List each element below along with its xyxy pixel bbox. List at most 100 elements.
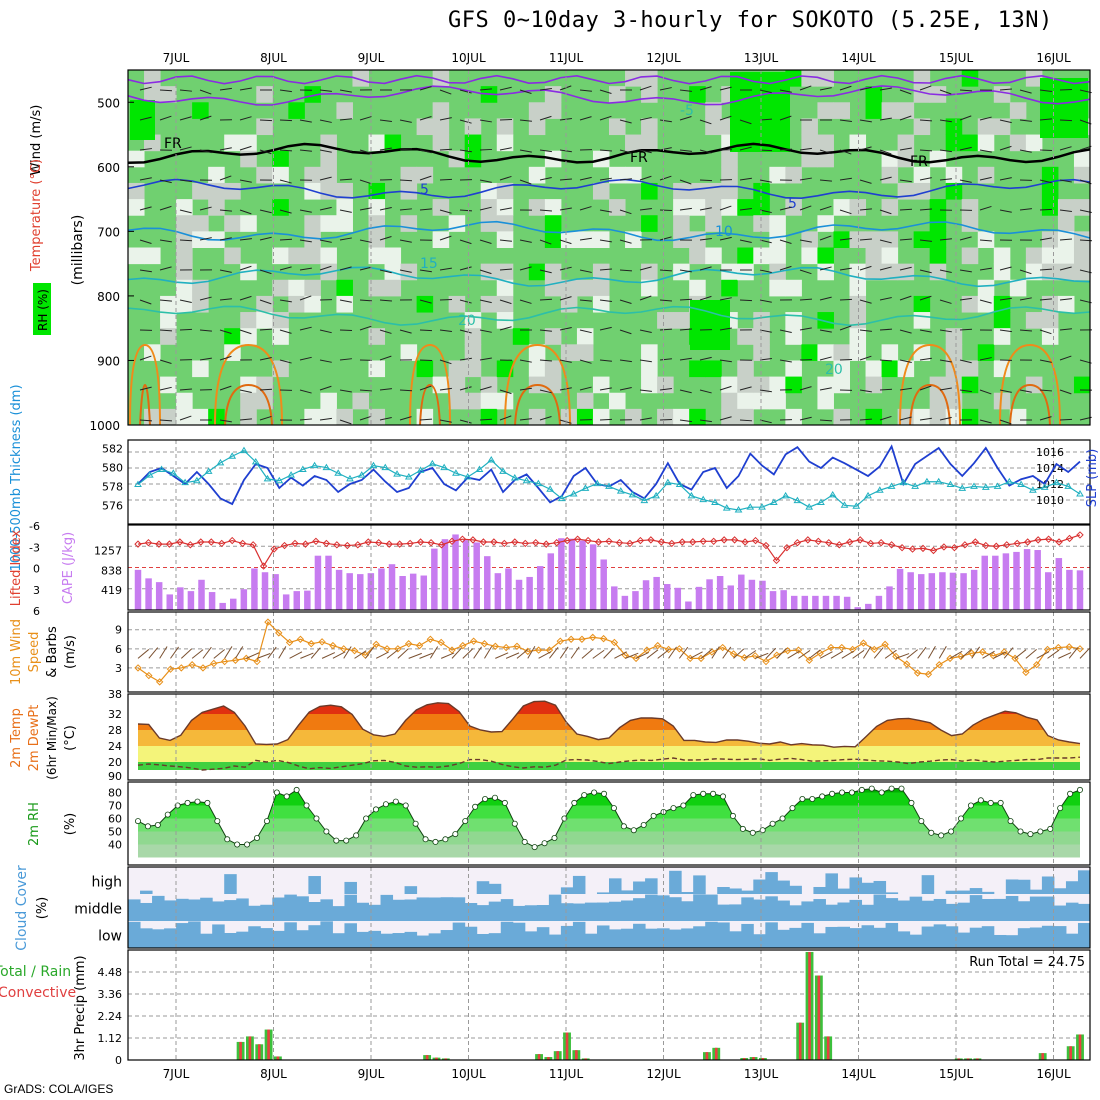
rh-cell: [304, 247, 321, 265]
wind-barb: [379, 236, 392, 241]
precip-tick: 4.48: [98, 966, 123, 979]
cloud-cell: [152, 895, 165, 921]
wind-barb: [919, 119, 933, 122]
lifted-index-marker: [176, 538, 184, 546]
rh-cell: [881, 166, 899, 184]
rh-cell: [592, 295, 610, 313]
wind10-barb: [527, 646, 536, 659]
wind10-marker: [372, 640, 380, 649]
cape-bar: [272, 574, 279, 610]
rh-cell: [641, 134, 658, 152]
wind-barb: [859, 146, 872, 151]
cape-bar: [568, 538, 576, 610]
wind-barb: [499, 118, 513, 121]
cloud-cell: [969, 888, 983, 894]
rh-cell: [881, 102, 899, 119]
rh-cell: [560, 344, 578, 361]
rh-cell: [240, 392, 257, 410]
wind-barb: [419, 175, 432, 181]
cloud-cell: [657, 895, 670, 921]
wind-barb: [459, 357, 472, 361]
rh-cell: [256, 312, 273, 329]
wind-barb: [439, 89, 452, 95]
rh-cell: [977, 118, 995, 136]
wind-barb: [299, 119, 312, 123]
wind-barb: [639, 116, 652, 121]
cape-bar: [431, 548, 438, 610]
rh-cell: [769, 231, 786, 248]
wind-barb: [619, 386, 632, 391]
rh-cell: [817, 392, 834, 410]
rh-cell: [673, 182, 690, 200]
wind-barb: [759, 118, 773, 121]
rh-cell: [801, 247, 818, 265]
wind-barb: [399, 329, 412, 334]
rh-cell: [1073, 199, 1091, 216]
rh-band: [138, 831, 1080, 845]
wind-barb: [459, 209, 473, 212]
cape-bar: [833, 595, 840, 610]
rh-cell: [865, 102, 883, 119]
wind-barb: [599, 359, 612, 362]
lifted-index-marker: [186, 541, 195, 549]
wind10-marker: [188, 661, 196, 669]
wind-barb: [779, 115, 792, 121]
lifted-index-marker: [354, 541, 362, 549]
lifted-index-marker: [291, 539, 299, 548]
cloud-cell: [765, 872, 778, 894]
cape-bar: [1055, 558, 1063, 610]
thickness-marker: [640, 496, 649, 504]
thickness-marker: [240, 446, 248, 454]
rh-cell: [1057, 263, 1075, 281]
grid-lines: [175, 950, 1054, 1060]
rh-cell: [368, 328, 386, 345]
wind-barb: [339, 419, 352, 425]
rh-cell: [689, 408, 706, 426]
rh-tick: 50: [108, 826, 122, 839]
lifted-index-marker: [584, 536, 592, 545]
rh-marker: [323, 828, 330, 835]
rh-cell: [817, 70, 834, 87]
wind-barb: [199, 115, 212, 121]
rh-cell: [544, 263, 562, 281]
wind-barb: [139, 419, 153, 422]
thickness-marker: [357, 471, 366, 478]
wind-barb: [1059, 209, 1072, 213]
wind-barb: [599, 89, 612, 95]
wind-barb: [439, 178, 453, 181]
rh-cell: [544, 199, 562, 216]
date-label-bottom: 11JUL: [549, 1067, 584, 1081]
thickness-marker: [793, 496, 802, 504]
wind-barb: [399, 389, 413, 392]
wind-barb: [459, 239, 472, 245]
rh-cell: [737, 328, 754, 345]
rh-cell: [240, 408, 257, 426]
cloud-cell: [344, 881, 357, 894]
wind-barb: [179, 179, 192, 183]
wind-barb: [579, 359, 592, 364]
wind-barb: [179, 299, 192, 303]
rh-cell: [496, 263, 514, 281]
rh-cell: [160, 376, 177, 394]
wind-barb: [959, 389, 972, 393]
wind-barb: [739, 208, 752, 211]
wind-barb: [479, 418, 493, 421]
wind10-barb: [971, 646, 981, 659]
rh-marker: [382, 801, 389, 808]
cloud-cell: [969, 895, 983, 921]
rh-cell: [352, 392, 369, 410]
wind-barb: [779, 206, 792, 211]
cloud-cell: [849, 899, 863, 921]
rh-marker: [511, 820, 518, 827]
rh-cell: [272, 279, 289, 297]
cape-tick: 419: [101, 584, 122, 597]
temp-line: [137, 700, 1081, 748]
cape-bar: [558, 538, 565, 610]
rh-cell: [929, 215, 947, 232]
temp-tick: 24: [108, 740, 122, 753]
wind-barb: [519, 418, 532, 421]
cloud-cell: [536, 905, 550, 921]
rh-cell: [1041, 263, 1059, 281]
rh-marker: [1077, 786, 1084, 793]
wind-barb: [1059, 328, 1072, 331]
